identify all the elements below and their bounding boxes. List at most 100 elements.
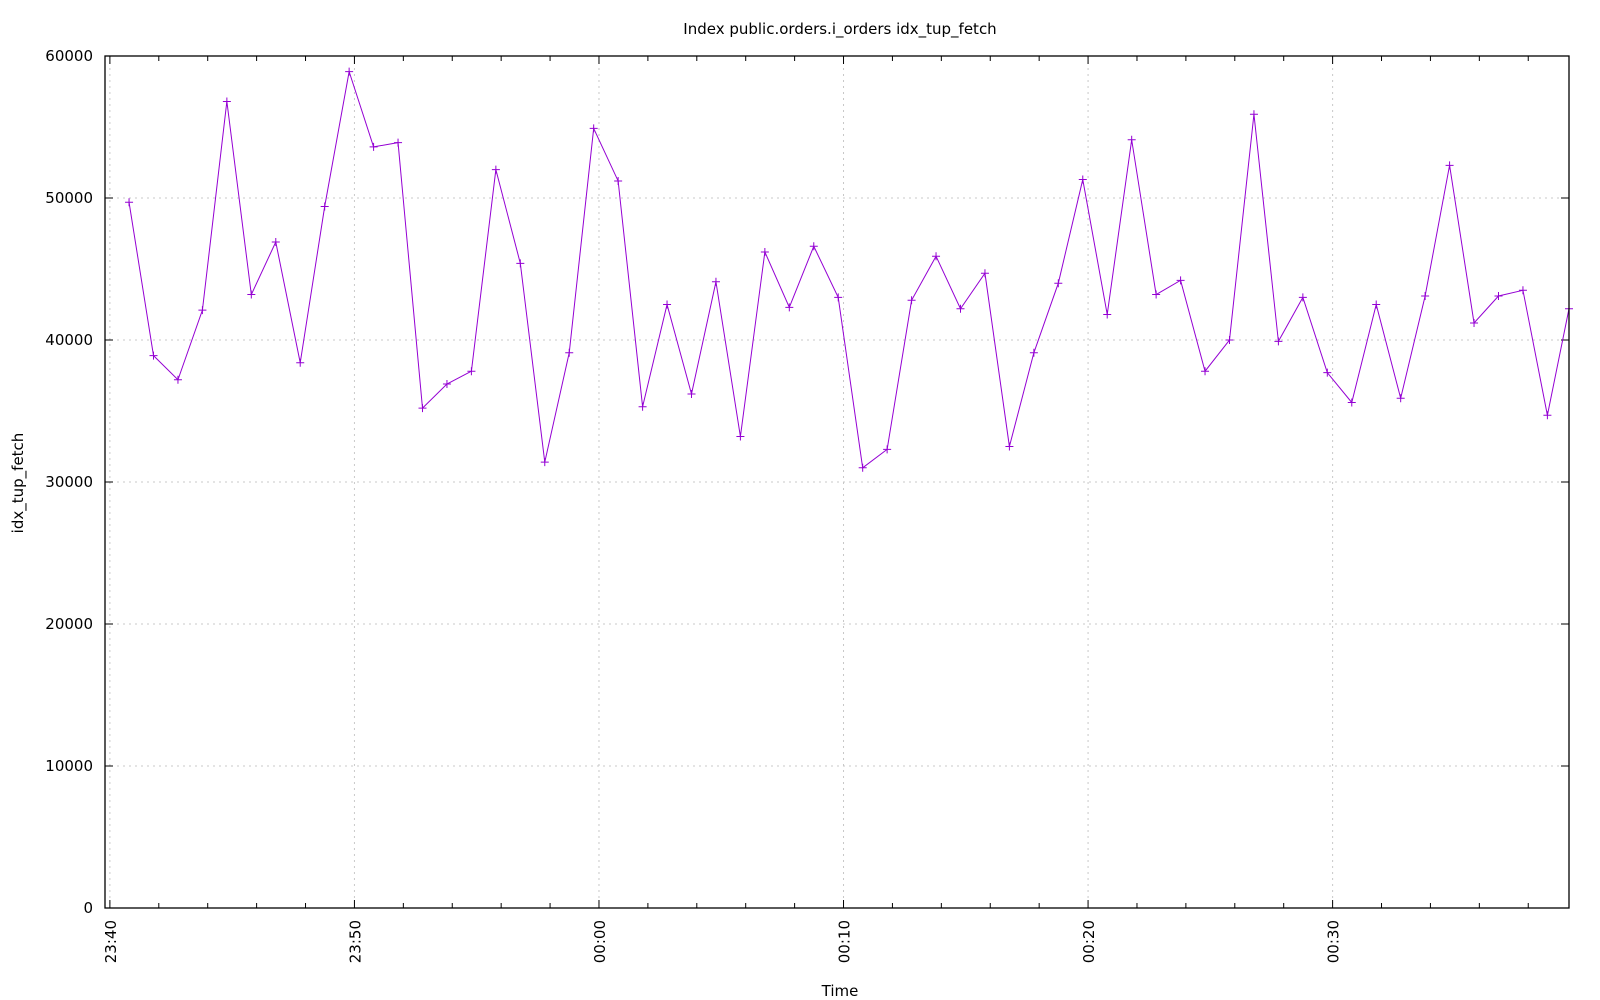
- data-point: [956, 304, 965, 313]
- plus-marker-icon: [760, 247, 769, 256]
- plus-marker-icon: [173, 375, 182, 384]
- data-point: [1323, 368, 1332, 377]
- data-point: [369, 142, 378, 151]
- plus-marker-icon: [442, 380, 451, 389]
- plus-marker-icon: [736, 432, 745, 441]
- y-tick-label: 60000: [45, 47, 93, 65]
- chart-title: Index public.orders.i_orders idx_tup_fet…: [683, 20, 996, 39]
- plus-marker-icon: [614, 176, 623, 185]
- data-point: [1372, 300, 1381, 309]
- plus-marker-icon: [638, 402, 647, 411]
- plus-marker-icon: [1201, 367, 1210, 376]
- x-tick-label: 23:50: [346, 920, 364, 963]
- plus-marker-icon: [1470, 318, 1479, 327]
- data-point: [614, 176, 623, 185]
- plus-marker-icon: [149, 351, 158, 360]
- plot-frame: [104, 55, 1570, 909]
- plus-marker-icon: [589, 124, 598, 133]
- plus-marker-icon: [1152, 290, 1161, 299]
- data-point: [1470, 318, 1479, 327]
- data-point: [932, 252, 941, 261]
- data-point: [834, 293, 843, 302]
- data-point: [394, 138, 403, 147]
- plus-marker-icon: [858, 463, 867, 472]
- plus-marker-icon: [491, 165, 500, 174]
- data-point: [1152, 290, 1161, 299]
- data-point: [345, 67, 354, 76]
- plus-marker-icon: [222, 97, 231, 106]
- x-tick-label: 00:10: [836, 920, 854, 963]
- plus-marker-icon: [1029, 348, 1038, 357]
- data-point: [711, 277, 720, 286]
- plus-marker-icon: [1176, 276, 1185, 285]
- data-point: [907, 296, 916, 305]
- data-point: [760, 247, 769, 256]
- plus-marker-icon: [296, 358, 305, 367]
- plus-marker-icon: [198, 306, 207, 315]
- plus-marker-icon: [394, 138, 403, 147]
- data-point: [1274, 337, 1283, 346]
- data-point: [1054, 279, 1063, 288]
- data-point: [1421, 291, 1430, 300]
- data-point: [467, 367, 476, 376]
- plus-marker-icon: [1494, 291, 1503, 300]
- data-point: [663, 300, 672, 309]
- y-tick-label: 30000: [45, 473, 93, 491]
- plus-marker-icon: [540, 458, 549, 467]
- data-point: [1029, 348, 1038, 357]
- data-point: [271, 238, 280, 247]
- plus-marker-icon: [1274, 337, 1283, 346]
- plus-marker-icon: [1127, 135, 1136, 144]
- plus-marker-icon: [1249, 110, 1258, 119]
- plus-marker-icon: [1372, 300, 1381, 309]
- data-point: [565, 348, 574, 357]
- data-point: [1176, 276, 1185, 285]
- data-point: [785, 303, 794, 312]
- plus-marker-icon: [247, 290, 256, 299]
- plus-marker-icon: [369, 142, 378, 151]
- y-tick-label: 40000: [45, 331, 93, 349]
- plus-marker-icon: [687, 389, 696, 398]
- data-point: [1347, 398, 1356, 407]
- axis-ticks: 0 10000 20000 30000 40000 50000 60000 23:40 23:5…: [45, 47, 1569, 963]
- plus-marker-icon: [1396, 394, 1405, 403]
- series-line: [128, 71, 1570, 469]
- grid: [105, 56, 1569, 908]
- y-axis-label: idx_tup_fetch: [9, 433, 28, 534]
- plus-marker-icon: [565, 348, 574, 357]
- data-point: [809, 242, 818, 251]
- data-point: [589, 124, 598, 133]
- data-point: [858, 463, 867, 472]
- data-point: [1445, 161, 1454, 170]
- data-point: [222, 97, 231, 106]
- data-point: [1298, 293, 1307, 302]
- plus-marker-icon: [980, 269, 989, 278]
- x-axis-label: Time: [821, 982, 859, 1000]
- plus-marker-icon: [1298, 293, 1307, 302]
- x-tick-label: 23:40: [102, 920, 120, 963]
- x-tick-label: 00:30: [1325, 920, 1343, 963]
- data-point: [1494, 291, 1503, 300]
- data-point: [638, 402, 647, 411]
- data-point: [418, 404, 427, 413]
- plus-marker-icon: [711, 277, 720, 286]
- data-point: [736, 432, 745, 441]
- plus-marker-icon: [125, 198, 134, 207]
- data-point: [516, 259, 525, 268]
- data-point: [247, 290, 256, 299]
- plus-marker-icon: [320, 202, 329, 211]
- data-point: [1127, 135, 1136, 144]
- data-point: [1078, 175, 1087, 184]
- y-tick-label: 20000: [45, 615, 93, 633]
- data-point: [980, 269, 989, 278]
- plus-marker-icon: [907, 296, 916, 305]
- plus-marker-icon: [345, 67, 354, 76]
- plus-marker-icon: [1225, 336, 1234, 344]
- plus-marker-icon: [1078, 175, 1087, 184]
- plus-marker-icon: [834, 293, 843, 302]
- plus-marker-icon: [418, 404, 427, 413]
- data-point: [1225, 336, 1234, 344]
- data-point: [1249, 110, 1258, 119]
- plus-marker-icon: [1103, 310, 1112, 319]
